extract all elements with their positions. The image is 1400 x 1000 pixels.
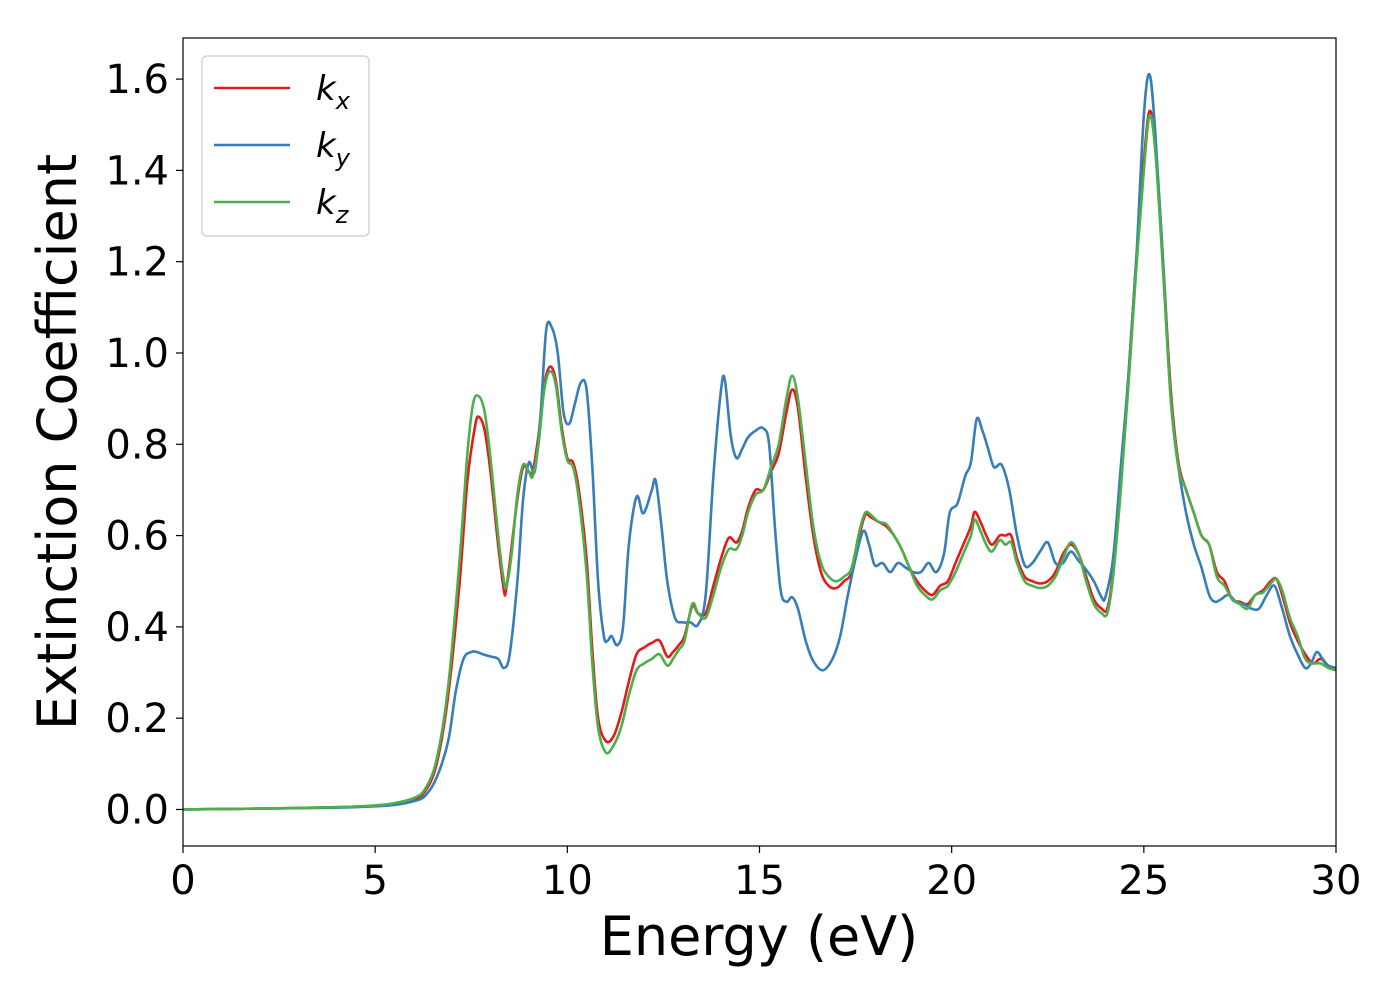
x-tick-label: 30 xyxy=(1311,858,1362,904)
x-tick-label: 20 xyxy=(926,858,977,904)
y-tick-label: 0.4 xyxy=(105,605,169,651)
x-tick-label: 5 xyxy=(362,858,387,904)
y-tick-label: 0.0 xyxy=(105,787,169,833)
series-layer xyxy=(182,72,1337,811)
y-tick-label: 1.4 xyxy=(105,148,169,194)
x-axis-label: Energy (eV) xyxy=(600,905,919,968)
x-tick-label: 25 xyxy=(1118,858,1169,904)
y-axis-label: Extinction Coefficient xyxy=(26,154,89,730)
x-tick-label: 10 xyxy=(542,858,593,904)
series-line-kz xyxy=(182,113,1337,811)
y-axis-ticks: 0.0 0.2 0.4 0.6 0.8 1.0 1.2 1.4 1.6 xyxy=(105,57,183,833)
y-tick-label: 0.2 xyxy=(105,696,169,742)
y-tick-label: 1.0 xyxy=(105,331,169,377)
x-axis-ticks: 0 5 10 15 20 25 30 xyxy=(170,846,1361,904)
y-tick-label: 0.6 xyxy=(105,514,169,560)
y-tick-label: 1.6 xyxy=(105,57,169,103)
y-tick-label: 1.2 xyxy=(105,240,169,286)
x-tick-label: 15 xyxy=(734,858,785,904)
y-tick-label: 0.8 xyxy=(105,422,169,468)
x-tick-label: 0 xyxy=(170,858,195,904)
